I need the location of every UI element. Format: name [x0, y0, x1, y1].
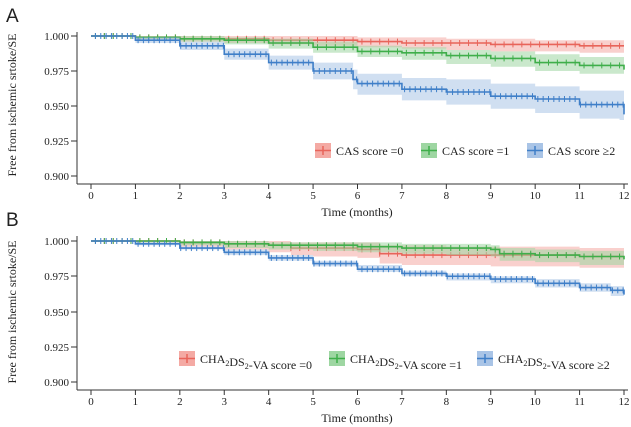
- panel-a-x-tick-label: 10: [530, 190, 542, 202]
- panel-b-legend: CHA2DS2-VA score =0 CHA2DS2-VA score =1 …: [179, 351, 610, 372]
- panel-b-x-tick-label: 12: [619, 396, 630, 408]
- legend-label-cas-1: CAS score =1: [442, 144, 509, 158]
- panel-b-x-tick-label: 0: [88, 396, 94, 408]
- panel-a-y-axis-title: Free from ischemic srtoke/SE: [5, 34, 19, 177]
- panel-b-x-tick-label: 1: [133, 396, 139, 408]
- panel-b-y-tick-label: 0.900: [44, 377, 69, 389]
- panel-a-x-tick-label: 8: [444, 190, 450, 202]
- panel-a-x-tick-label: 2: [177, 190, 183, 202]
- panel-b-x-tick-label: 3: [222, 396, 228, 408]
- panel-b-x-axis-title: Time (months): [321, 411, 392, 425]
- panel-b-x-tick-label: 11: [574, 396, 585, 408]
- panel-b-label: B: [6, 210, 19, 231]
- legend-label-cha-2: CHA2DS2-VA score ≥2: [498, 352, 610, 372]
- panel-b-y-tick-label: 0.950: [44, 307, 69, 319]
- legend-item-cha-2: CHA2DS2-VA score ≥2: [477, 351, 610, 372]
- panel-b: B Free from ischemic srtoke/SE Time (mon…: [5, 210, 630, 425]
- panel-b-x-tick-label: 4: [266, 396, 272, 408]
- panel-b-x-tick-label: 9: [488, 396, 494, 408]
- panel-a-x-axis-title: Time (months): [321, 205, 392, 219]
- panel-b-y-axis-title: Free from ischemic srtoke/SE: [5, 241, 19, 384]
- panel-a-y-tick-label: 0.950: [44, 101, 69, 113]
- panel-a-x-tick-label: 0: [88, 190, 94, 202]
- panel-b-x-tick-label: 8: [444, 396, 450, 408]
- panel-b-x-ticks: 0 1 2 3 4 5 6 7 8 9 10 11 12: [88, 390, 630, 408]
- panel-a-y-tick-label: 0.925: [44, 136, 69, 148]
- panel-a-y-ticks: 1.000 0.975 0.950 0.925 0.900: [44, 31, 77, 183]
- panel-b-km-line-2: [91, 240, 625, 295]
- panel-a-x-tick-label: 5: [310, 190, 316, 202]
- legend-label-cha-1: CHA2DS2-VA score =1: [350, 352, 462, 372]
- panel-b-y-ticks: 1.000 0.975 0.950 0.925 0.900: [44, 236, 77, 389]
- legend-item-cha-0: CHA2DS2-VA score =0: [179, 351, 312, 372]
- panel-b-x-tick-label: 2: [177, 396, 183, 408]
- panel-b-series: [91, 238, 625, 301]
- panel-a-y-tick-label: 1.000: [44, 31, 69, 43]
- panel-a-legend: CAS score =0 CAS score =1 CAS score ≥2: [315, 143, 615, 158]
- panel-a-series-2: [91, 33, 625, 129]
- panel-a-label: A: [6, 6, 19, 27]
- legend-item-cas-2: CAS score ≥2: [527, 143, 615, 158]
- panel-a-x-tick-label: 1: [133, 190, 139, 202]
- panel-a-x-tick-label: 3: [222, 190, 228, 202]
- legend-label-cas-2: CAS score ≥2: [548, 144, 615, 158]
- panel-a-x-tick-label: 6: [355, 190, 361, 202]
- panel-b-series-2: [91, 238, 625, 301]
- panel-b-ci-band-2: [91, 241, 624, 301]
- panel-a-x-tick-label: 9: [488, 190, 494, 202]
- legend-item-cha-1: CHA2DS2-VA score =1: [329, 351, 462, 372]
- panel-b-y-tick-label: 0.925: [44, 342, 69, 354]
- panel-b-x-tick-label: 7: [399, 396, 405, 408]
- panel-b-x-tick-label: 10: [530, 396, 542, 408]
- panel-b-y-tick-label: 0.975: [44, 271, 69, 283]
- panel-a-x-tick-label: 11: [574, 190, 585, 202]
- panel-b-km-line-1: [91, 240, 625, 260]
- panel-b-y-tick-label: 1.000: [44, 236, 69, 248]
- panel-a-y-tick-label: 0.975: [44, 66, 69, 78]
- panel-b-x-tick-label: 6: [355, 396, 361, 408]
- legend-label-cas-0: CAS score =0: [336, 144, 403, 158]
- panel-a: A Free from ischemic srtoke/SE Time (mon…: [5, 6, 630, 219]
- panel-a-y-tick-label: 0.900: [44, 171, 69, 183]
- panel-a-x-tick-label: 4: [266, 190, 272, 202]
- panel-a-series: [91, 33, 625, 129]
- panel-a-x-tick-label: 12: [619, 190, 630, 202]
- panel-b-x-tick-label: 5: [310, 396, 316, 408]
- panel-a-x-ticks: 0 1 2 3 4 5 6 7 8 9 10 11 12: [88, 184, 630, 202]
- legend-item-cas-1: CAS score =1: [421, 143, 509, 158]
- panel-a-x-tick-label: 7: [399, 190, 405, 202]
- legend-item-cas-0: CAS score =0: [315, 143, 403, 158]
- legend-label-cha-0: CHA2DS2-VA score =0: [200, 352, 312, 372]
- panel-a-ci-band-1: [91, 36, 624, 77]
